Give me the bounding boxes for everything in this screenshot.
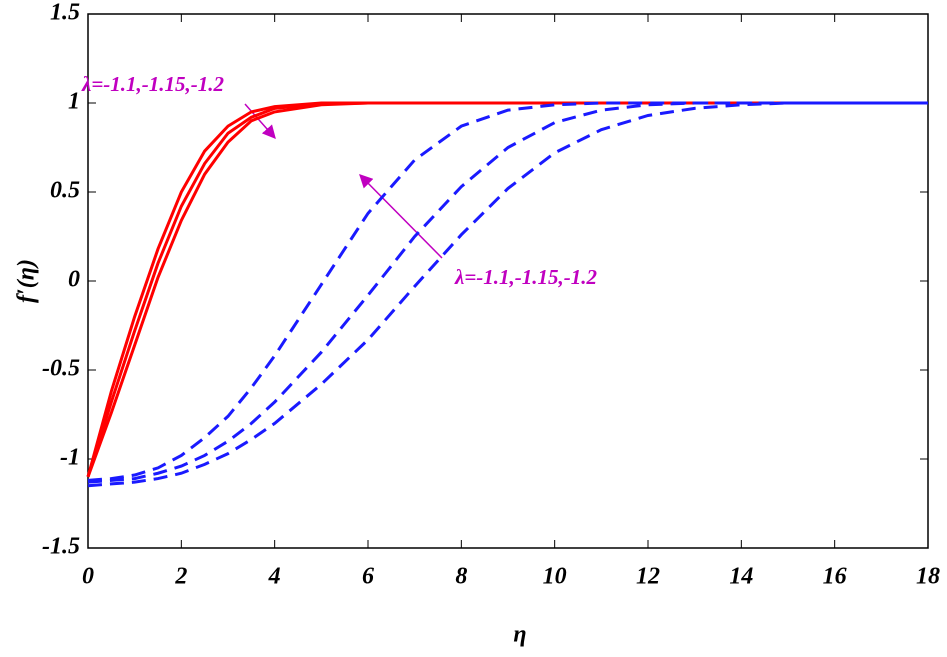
x-tick-label: 2 [174,564,187,590]
line-series [87,101,928,488]
line-series [87,101,928,484]
x-tick-label: 18 [916,564,940,590]
y-tick-label: 0.5 [50,178,80,204]
y-tick-label: -1 [60,445,80,471]
x-axis-label: η [513,622,526,648]
x-tick-label: 0 [82,564,94,590]
x-tick-label: 4 [268,564,281,590]
annotation: λ=-1.1,-1.15,-1.2 [454,265,598,289]
y-axis-label: f′(η) [14,259,40,303]
x-tick-label: 16 [823,564,847,590]
x-tick-label: 14 [729,564,753,590]
y-tick-label: -0.5 [42,356,80,382]
x-tick-label: 6 [362,564,374,590]
y-tick-label: 1.5 [50,0,80,26]
y-tick-label: 1 [68,89,80,115]
annotation: λ=-1.1,-1.15,-1.2 [81,72,225,96]
line-series [86,101,928,478]
x-tick-label: 8 [455,564,467,590]
x-tick-label: 10 [543,564,567,590]
annotation-arrow [244,103,276,140]
y-tick-label: -1.5 [42,534,80,560]
x-tick-label: 12 [636,564,660,590]
annotation-arrow [359,174,443,259]
y-tick-label: 0 [68,267,80,293]
